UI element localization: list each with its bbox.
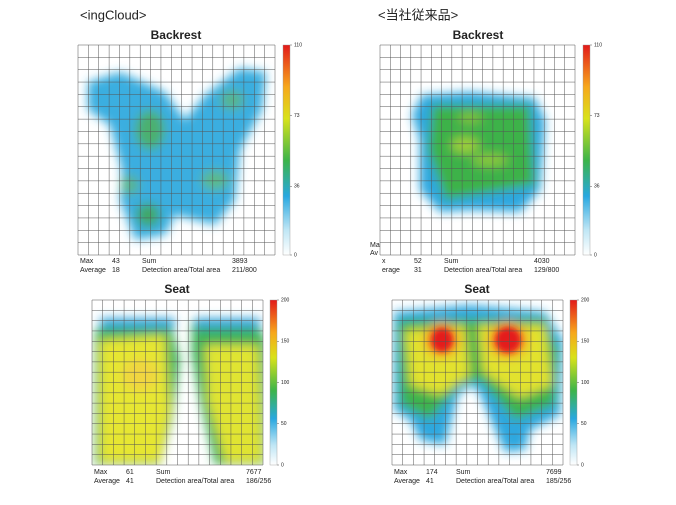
stat-value: 186/256 [246,478,271,485]
stat-value: 7677 [246,469,262,476]
colorbar-tick-label: 110 [294,42,302,48]
stat-value: 41 [426,478,434,485]
colorbar-tick-label: 36 [294,184,300,190]
pressure-map [88,68,266,240]
stat-label: Detection area/Total area [444,267,522,274]
colorbar [269,299,278,466]
stat-label: Detection area/Total area [456,478,534,485]
stat-label: Detection area/Total area [156,478,234,485]
colorbar-tick-label: 200 [581,297,590,303]
stat-label: x [382,258,386,265]
stat-label: Detection area/Total area [142,267,220,274]
stat-label: Sum [444,258,459,265]
stat-label: erage [382,267,400,274]
colorbar-tick-label: 200 [281,297,290,303]
colorbar-tick-label: 0 [294,252,297,258]
colorbar [569,299,578,466]
stat-value: 43 [112,258,120,265]
stat-label: Sum [156,469,171,476]
clipped-label: Av [370,250,379,257]
stat-label: Max [94,469,108,476]
colorbar-tick-label: 150 [281,339,290,345]
clipped-label: Ma [370,242,380,249]
pressure-map [95,318,263,465]
stat-value: 185/256 [546,478,571,485]
panel-title: Seat [164,282,189,296]
stat-value: 174 [426,469,438,476]
panel-title: Backrest [453,28,504,42]
stat-value: 3893 [232,258,248,265]
pressure-map [412,92,545,212]
colorbar-tick-label: 110 [594,42,602,48]
panel-title: Backrest [151,28,202,42]
header: <当社従来品> [378,7,458,22]
stat-label: Average [94,478,120,485]
colorbar-tick-label: 150 [581,339,590,345]
stat-value: 18 [112,267,120,274]
colorbar-tick-label: 100 [581,380,590,386]
stat-value: 129/800 [534,267,559,274]
stat-value: 4030 [534,258,550,265]
stat-label: Max [394,469,408,476]
stat-label: Average [394,478,420,485]
stat-value: 211/800 [232,267,257,274]
stat-value: 61 [126,469,134,476]
colorbar-tick-label: 73 [294,113,300,119]
stat-label: Sum [456,469,471,476]
stat-label: Max [80,258,94,265]
stat-value: 41 [126,478,134,485]
panel-title: Seat [464,282,489,296]
header: <ingCloud> [80,7,147,22]
colorbar-tick-label: 50 [281,421,287,427]
colorbar-tick-label: 100 [281,380,290,386]
colorbar-tick-label: 73 [594,113,600,119]
colorbar [582,44,591,256]
stat-label: Average [80,267,106,274]
colorbar-tick-label: 50 [581,421,587,427]
stat-value: 31 [414,267,422,274]
colorbar-tick-label: 0 [594,252,597,258]
pressure-map [394,305,563,452]
colorbar-tick-label: 0 [281,462,284,468]
stat-value: 52 [414,258,422,265]
colorbar-tick-label: 36 [594,184,600,190]
colorbar-tick-label: 0 [581,462,584,468]
colorbar [282,44,291,256]
stat-value: 7699 [546,469,562,476]
stat-label: Sum [142,258,157,265]
